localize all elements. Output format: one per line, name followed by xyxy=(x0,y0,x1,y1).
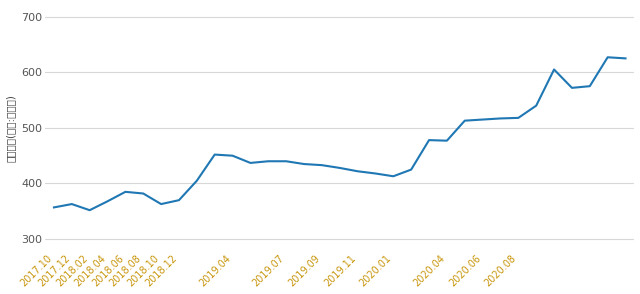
Y-axis label: 거래금액(단위:백만원): 거래금액(단위:백만원) xyxy=(6,94,15,162)
